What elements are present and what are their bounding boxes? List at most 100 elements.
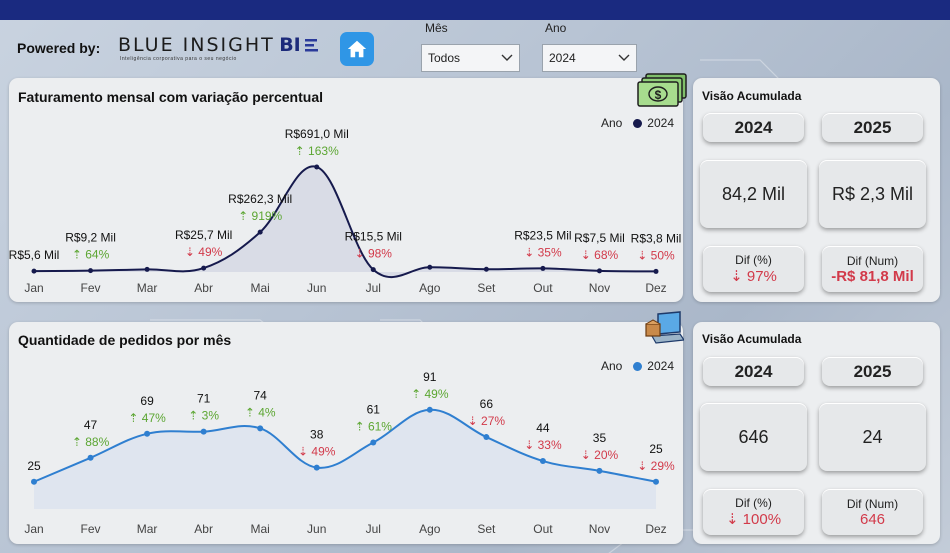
data-point[interactable]	[483, 266, 489, 272]
data-point[interactable]	[144, 430, 151, 437]
logo-text: BLUE INSIGHT	[118, 34, 275, 56]
change-label: ⇡ 919%	[238, 209, 282, 223]
change-label: ⇡ 49%	[411, 387, 449, 401]
data-label: R$23,5 Mil	[514, 228, 571, 242]
x-tick-label: Mar	[137, 522, 158, 536]
revenue-value-b: R$ 2,3 Mil	[819, 160, 926, 228]
x-tick-label: Fev	[81, 522, 101, 536]
revenue-summary-title: Visão Acumulada	[702, 89, 802, 103]
orders-year-a: 2024	[703, 357, 804, 386]
data-point[interactable]	[200, 428, 207, 435]
change-label: ⇣ 20%	[581, 448, 619, 462]
revenue-dif-num-label: Dif (Num)	[846, 253, 899, 268]
data-label: R$25,7 Mil	[175, 228, 232, 242]
data-point[interactable]	[596, 467, 603, 474]
data-point[interactable]	[257, 229, 263, 235]
svg-text:$: $	[655, 88, 662, 102]
x-tick-label: Jun	[307, 281, 326, 295]
powered-by-label: Powered by:	[17, 40, 101, 56]
month-filter-label: Mês	[425, 21, 448, 35]
month-select[interactable]: Todos	[421, 44, 520, 72]
change-label: ⇡ 163%	[295, 144, 339, 158]
orders-dif-pct-tile: Dif (%) ⇣ 100%	[703, 489, 804, 535]
x-tick-label: Fev	[81, 281, 101, 295]
data-label: 38	[310, 428, 324, 442]
data-point[interactable]	[313, 464, 320, 471]
year-select[interactable]: 2024	[542, 44, 637, 72]
home-button[interactable]	[340, 32, 374, 66]
x-tick-label: Abr	[194, 281, 213, 295]
data-point[interactable]	[426, 406, 433, 413]
change-label: ⇣ 50%	[637, 248, 675, 262]
data-point[interactable]	[257, 425, 264, 432]
change-label: ⇡ 47%	[128, 411, 166, 425]
x-tick-label: Jul	[366, 281, 381, 295]
logo-mark: BI	[279, 34, 301, 56]
x-tick-label: Set	[477, 281, 496, 295]
x-tick-label: Out	[533, 281, 553, 295]
data-point[interactable]	[539, 458, 546, 465]
year-filter-label: Ano	[545, 21, 567, 35]
x-tick-label: Nov	[589, 281, 610, 295]
data-label: R$15,5 Mil	[345, 230, 402, 244]
change-label: ⇡ 64%	[72, 248, 110, 262]
revenue-chart: R$5,6 Mil Jan R$9,2 Mil ⇡ 64% Fev Mar R$25,7 M…	[9, 127, 682, 295]
data-point[interactable]	[87, 454, 94, 461]
money-stack-icon: $	[637, 73, 687, 107]
orders-dif-pct-label: Dif (%)	[735, 496, 772, 510]
change-label: ⇣ 49%	[185, 245, 223, 259]
x-tick-label: Jun	[307, 522, 326, 536]
data-point[interactable]	[653, 268, 659, 274]
x-tick-label: Ago	[419, 522, 441, 536]
x-tick-label: Set	[477, 522, 496, 536]
orders-value-b: 24	[819, 403, 926, 471]
revenue-chart-panel: Faturamento mensal com variação percentu…	[9, 78, 683, 302]
change-label: ⇡ 3%	[188, 409, 219, 423]
x-tick-label: Dez	[645, 281, 666, 295]
revenue-dif-num-tile: Dif (Num) -R$ 81,8 Mil	[822, 246, 923, 292]
data-point[interactable]	[201, 265, 207, 271]
revenue-legend: Ano 2024	[601, 116, 674, 130]
data-point[interactable]	[370, 267, 376, 273]
x-tick-label: Mai	[251, 281, 270, 295]
data-point[interactable]	[370, 439, 377, 446]
data-label: R$5,6 Mil	[9, 248, 59, 262]
top-bar	[0, 0, 950, 20]
orders-year-b: 2025	[822, 357, 923, 386]
year-select-value: 2024	[549, 51, 576, 65]
data-point[interactable]	[31, 478, 37, 485]
change-label: ⇣ 27%	[468, 414, 506, 428]
data-label: 25	[27, 459, 41, 473]
orders-chart-panel: Quantidade de pedidos por mês Ano 2024 2…	[9, 322, 683, 544]
x-tick-label: Out	[533, 522, 553, 536]
data-label: R$3,8 Mil	[631, 231, 682, 245]
data-point[interactable]	[88, 268, 94, 274]
orders-summary-panel: Visão Acumulada 2024 2025 646 24 Dif (%)…	[693, 322, 940, 544]
revenue-value-a: 84,2 Mil	[700, 160, 807, 228]
data-label: 25	[649, 442, 663, 456]
data-label: 66	[480, 397, 494, 411]
change-label: ⇣ 35%	[524, 245, 562, 259]
x-tick-label: Ago	[419, 281, 441, 295]
revenue-year-a: 2024	[703, 113, 804, 142]
data-point[interactable]	[314, 164, 320, 170]
data-point[interactable]	[427, 264, 433, 270]
orders-dif-pct-value: ⇣ 100%	[725, 511, 782, 528]
revenue-summary-panel: Visão Acumulada 2024 2025 84,2 Mil R$ 2,…	[693, 78, 940, 302]
home-icon	[347, 40, 367, 58]
x-tick-label: Dez	[645, 522, 666, 536]
data-label: 44	[536, 421, 550, 435]
data-point[interactable]	[596, 268, 602, 274]
change-label: ⇣ 68%	[581, 248, 619, 262]
data-point[interactable]	[144, 266, 150, 272]
data-point[interactable]	[483, 434, 490, 441]
orders-dif-num-label: Dif (Num)	[846, 496, 899, 511]
data-point[interactable]	[31, 268, 37, 274]
change-label: ⇣ 49%	[298, 445, 336, 459]
series-area	[34, 409, 656, 509]
data-label: R$7,5 Mil	[574, 231, 625, 245]
data-point[interactable]	[540, 265, 546, 271]
data-label: R$691,0 Mil	[285, 127, 349, 141]
data-point[interactable]	[653, 478, 659, 485]
revenue-dif-num-value: -R$ 81,8 Mil	[831, 267, 914, 285]
